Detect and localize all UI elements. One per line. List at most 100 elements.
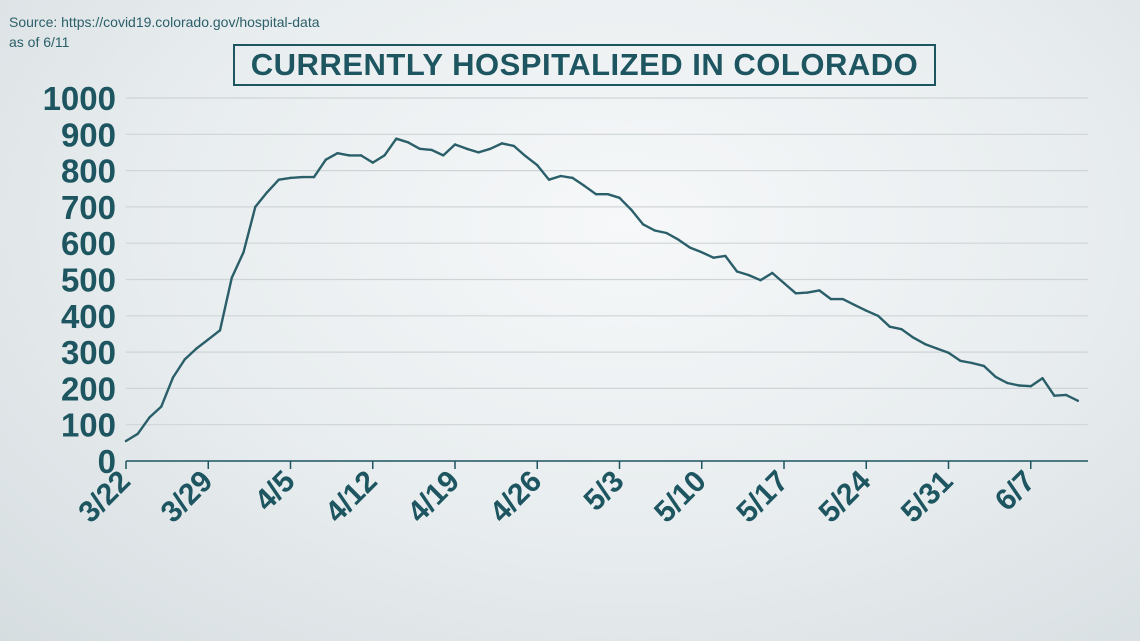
data-point (794, 292, 797, 295)
data-point (406, 141, 410, 144)
data-point (547, 178, 551, 181)
chart-title-box: CURRENTLY HOSPITALIZED IN COLORADO (233, 44, 936, 86)
data-point (853, 303, 856, 307)
data-point (277, 178, 280, 181)
data-point (383, 154, 386, 157)
x-tick-label: 5/3 (578, 465, 631, 518)
data-point (771, 271, 774, 275)
data-point (1064, 393, 1068, 397)
data-point (160, 405, 163, 408)
data-point (1041, 377, 1044, 380)
data-point (395, 137, 398, 140)
data-point (970, 361, 974, 365)
data-point (806, 291, 809, 294)
data-point (465, 147, 468, 151)
series-line-hospitalized (124, 137, 1080, 443)
data-point (724, 254, 727, 258)
data-point (477, 151, 480, 154)
data-point (665, 231, 668, 235)
y-tick-label: 100 (61, 407, 116, 444)
data-point (923, 342, 927, 346)
data-point (630, 208, 633, 212)
chart-title: CURRENTLY HOSPITALIZED IN COLORADO (250, 47, 919, 82)
data-point (289, 176, 292, 180)
data-point (265, 191, 269, 194)
data-point (841, 297, 844, 301)
data-point (876, 314, 880, 317)
data-point (371, 161, 374, 164)
data-point (207, 338, 210, 341)
data-point (1029, 385, 1032, 388)
data-point (148, 416, 151, 419)
x-tick-label: 4/5 (249, 465, 302, 518)
axes (125, 460, 1088, 469)
data-point (782, 281, 786, 285)
y-tick-label: 900 (61, 116, 116, 153)
y-tick-label: 600 (61, 225, 116, 262)
y-tick-label: 400 (61, 298, 116, 335)
x-tick-label: 4/19 (401, 465, 466, 530)
data-point (735, 270, 739, 273)
data-point (430, 148, 433, 152)
data-point (442, 154, 445, 157)
data-point (677, 238, 680, 241)
data-point (171, 376, 175, 379)
data-point (359, 154, 363, 157)
data-point (700, 251, 703, 254)
data-point (559, 174, 562, 178)
x-tick-label: 6/7 (989, 465, 1042, 518)
x-tick-label: 3/22 (72, 465, 137, 530)
x-tick-label: 4/26 (484, 465, 549, 530)
data-point (912, 336, 915, 339)
data-point (959, 359, 962, 363)
data-point (935, 347, 938, 350)
data-point (571, 176, 574, 180)
data-point (888, 325, 891, 328)
data-point (230, 276, 233, 279)
series-layer (124, 137, 1080, 443)
as-of-date: as of 6/11 (9, 34, 70, 50)
data-point (618, 196, 621, 200)
data-point (1076, 399, 1079, 402)
source-note: Source: https://covid19.colorado.gov/hos… (9, 12, 320, 52)
data-point (594, 192, 598, 196)
x-tick-labels: 3/22 3/29 4/5 4/12 4/19 4/26 5/3 5/10 5/17 5/24 5/… (72, 464, 1041, 529)
y-tick-label: 200 (61, 370, 116, 407)
data-point (348, 154, 351, 157)
data-point (829, 297, 833, 301)
data-point (195, 347, 198, 350)
data-point (688, 246, 692, 249)
data-point (583, 184, 586, 188)
data-point (712, 256, 715, 259)
source-url: Source: https://covid19.colorado.gov/hos… (9, 14, 320, 30)
data-point (453, 143, 457, 146)
data-point (124, 439, 128, 443)
data-point (865, 309, 868, 312)
data-point (254, 205, 257, 209)
gridlines (126, 97, 1088, 426)
data-point (536, 163, 539, 167)
data-point (136, 432, 139, 435)
data-point (947, 351, 950, 355)
y-tick-label: 0 (98, 443, 116, 480)
data-point (489, 147, 492, 151)
data-point (900, 328, 903, 331)
data-point (653, 229, 656, 232)
data-point (1006, 381, 1009, 385)
y-tick-label: 800 (61, 153, 116, 190)
data-point (1017, 384, 1021, 387)
data-point (606, 192, 609, 196)
data-point (336, 151, 339, 155)
y-tick-label: 1000 (43, 80, 116, 117)
y-tick-label: 300 (61, 334, 116, 371)
x-tick-label: 4/12 (319, 465, 384, 530)
x-tick-label: 5/31 (895, 465, 960, 530)
data-point (747, 273, 750, 277)
data-point (818, 289, 821, 292)
data-point (301, 175, 304, 179)
data-point (994, 375, 997, 378)
data-point (183, 358, 186, 361)
x-tick-label: 5/10 (648, 465, 713, 530)
